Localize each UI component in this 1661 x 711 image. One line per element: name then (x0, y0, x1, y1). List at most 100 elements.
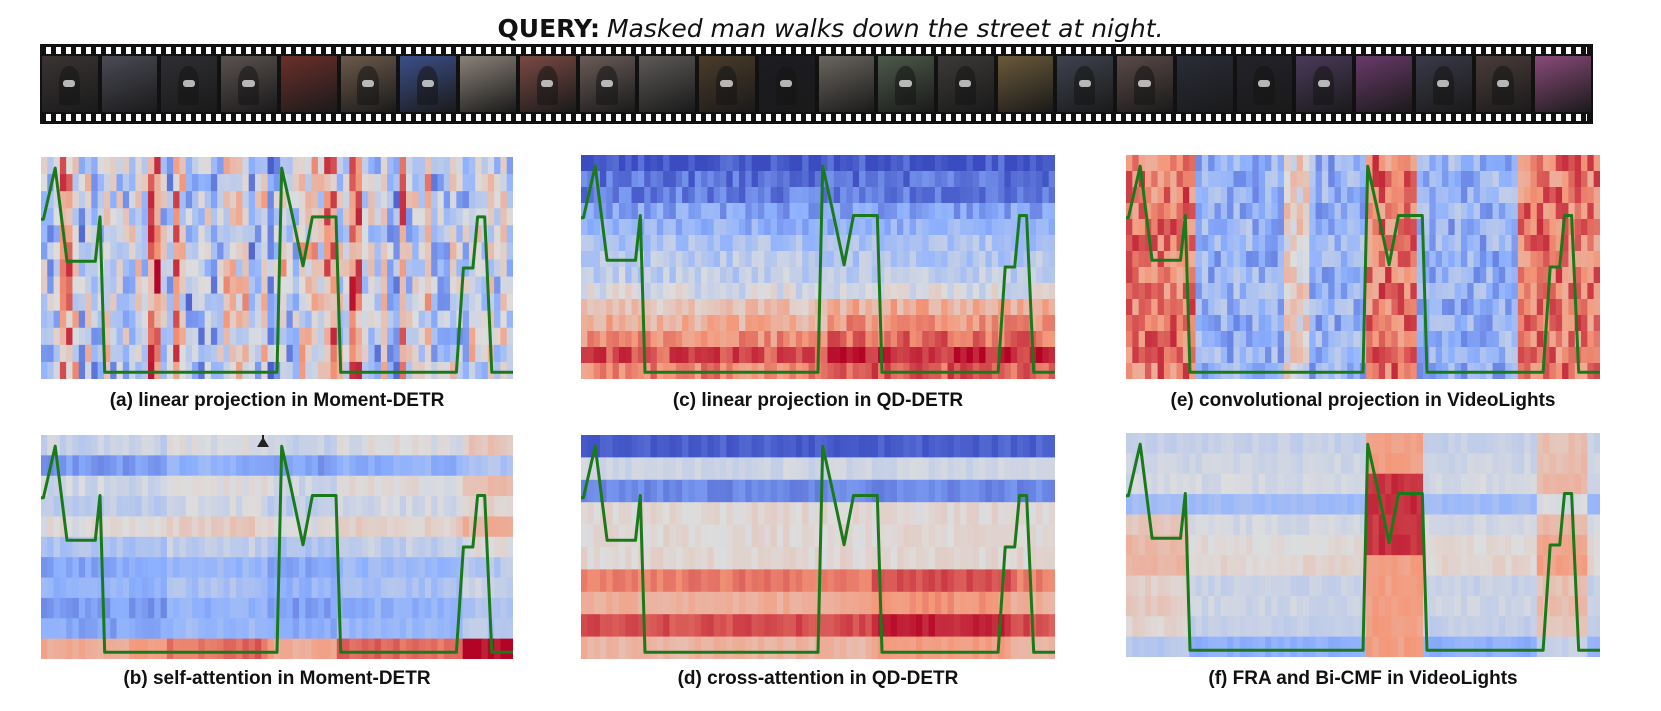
heatmap-cell (795, 569, 803, 593)
heatmap-cell (1372, 315, 1380, 332)
heatmap-cell (770, 547, 778, 570)
heatmap-cell (757, 251, 765, 268)
heatmap-cell (1391, 155, 1399, 172)
heatmap-cell (1404, 363, 1411, 379)
heatmap-cell (286, 276, 294, 295)
heatmap-cell (637, 636, 645, 659)
heatmap-cell (966, 547, 974, 570)
heatmap-cell (412, 435, 420, 456)
heatmap-cell (776, 155, 784, 172)
heatmap-cell (129, 435, 136, 456)
heatmap-cell (500, 191, 508, 209)
heatmap-cell (324, 310, 332, 329)
heatmap-cell (1315, 203, 1323, 220)
heatmap-cell (599, 171, 607, 188)
heatmap-cell (1479, 453, 1487, 475)
heatmap-cell (135, 638, 143, 659)
heatmap-cell (1435, 331, 1443, 348)
heatmap-cell (41, 174, 48, 192)
heatmap-cell (909, 614, 917, 638)
heatmap-cell (701, 502, 708, 526)
heatmap-cell (66, 276, 74, 295)
heatmap-cell (273, 557, 281, 579)
heatmap-cell (751, 591, 759, 615)
heatmap-cell (581, 235, 588, 252)
heatmap-cell (160, 435, 168, 456)
heatmap-cell (802, 219, 810, 236)
heatmap-cell (1189, 267, 1197, 284)
heatmap-cell (336, 259, 344, 278)
heatmap-cell (1460, 203, 1468, 220)
heatmap-cell (776, 251, 784, 268)
heatmap-cell (236, 618, 243, 640)
heatmap-cell (846, 171, 854, 188)
heatmap-cell (1467, 235, 1475, 252)
heatmap-cell (280, 536, 288, 558)
caption-d: (d) cross-attention in QD-DETR (677, 668, 959, 689)
heatmap-cell (122, 496, 130, 518)
heatmap-cell (1587, 331, 1595, 348)
heatmap-cell (650, 636, 658, 659)
heatmap-cell (1549, 267, 1557, 284)
heatmap-cell (953, 547, 961, 570)
heatmap-cell (713, 614, 721, 638)
heatmap-cell (1227, 235, 1235, 252)
heatmap-cell (701, 457, 708, 481)
heatmap-cell (795, 502, 803, 526)
heatmap-cell (903, 614, 911, 638)
heatmap-cell (606, 479, 614, 503)
heatmap-cell (424, 208, 432, 226)
heatmap-cell (606, 363, 614, 379)
heatmap-cell (418, 259, 426, 278)
heatmap-cell (783, 235, 791, 252)
heatmap-cell (720, 591, 727, 615)
heatmap-cell (1543, 283, 1551, 300)
heatmap-cell (198, 638, 206, 659)
heatmap-cell (66, 557, 74, 579)
heatmap-cell (1144, 315, 1152, 332)
heatmap-cell (1416, 331, 1424, 348)
heatmap-cell (663, 155, 671, 172)
heatmap-cell (160, 638, 168, 659)
heatmap-cell (1593, 315, 1600, 332)
heatmap-cell (757, 457, 765, 481)
heatmap-cell (631, 569, 639, 593)
heatmap-cell (393, 293, 401, 312)
heatmap-cell (840, 457, 848, 481)
heatmap-cell (198, 208, 206, 226)
heatmap-cell (494, 455, 502, 477)
heatmap-cell (1010, 219, 1018, 236)
heatmap-cell (1271, 283, 1279, 300)
heatmap-cell (618, 235, 626, 252)
heatmap-cell (1385, 331, 1393, 348)
heatmap-cell (1328, 203, 1336, 220)
heatmap-cell (1246, 267, 1253, 284)
heatmap-cell (141, 361, 149, 379)
heatmap-cell (1549, 203, 1557, 220)
heatmap-cell (1385, 433, 1393, 454)
heatmap-cell (406, 455, 413, 477)
heatmap-cell (789, 614, 797, 638)
heatmap-cell (72, 618, 80, 640)
heatmap-cell (41, 557, 48, 579)
heatmap-cell (745, 171, 753, 188)
heatmap-cell (1505, 347, 1513, 364)
heatmap-cell (311, 557, 319, 579)
heatmap-cell (317, 225, 325, 243)
heatmap-cell (991, 569, 999, 593)
heatmap-cell (299, 225, 306, 243)
heatmap-cell (998, 363, 1006, 379)
heatmap-cell (412, 293, 420, 312)
heatmap-cell (500, 344, 508, 363)
heatmap-cell (745, 614, 753, 638)
heatmap-cell (625, 155, 633, 172)
heatmap-cell (324, 259, 332, 278)
heatmap-cell (261, 344, 269, 363)
heatmap-cell (129, 259, 136, 278)
heatmap-cell (998, 235, 1006, 252)
heatmap-cell (840, 547, 848, 570)
heatmap-cell (223, 157, 231, 175)
heatmap-cell (663, 524, 671, 548)
heatmap-cell (280, 638, 288, 659)
heatmap-cell (1265, 347, 1272, 364)
